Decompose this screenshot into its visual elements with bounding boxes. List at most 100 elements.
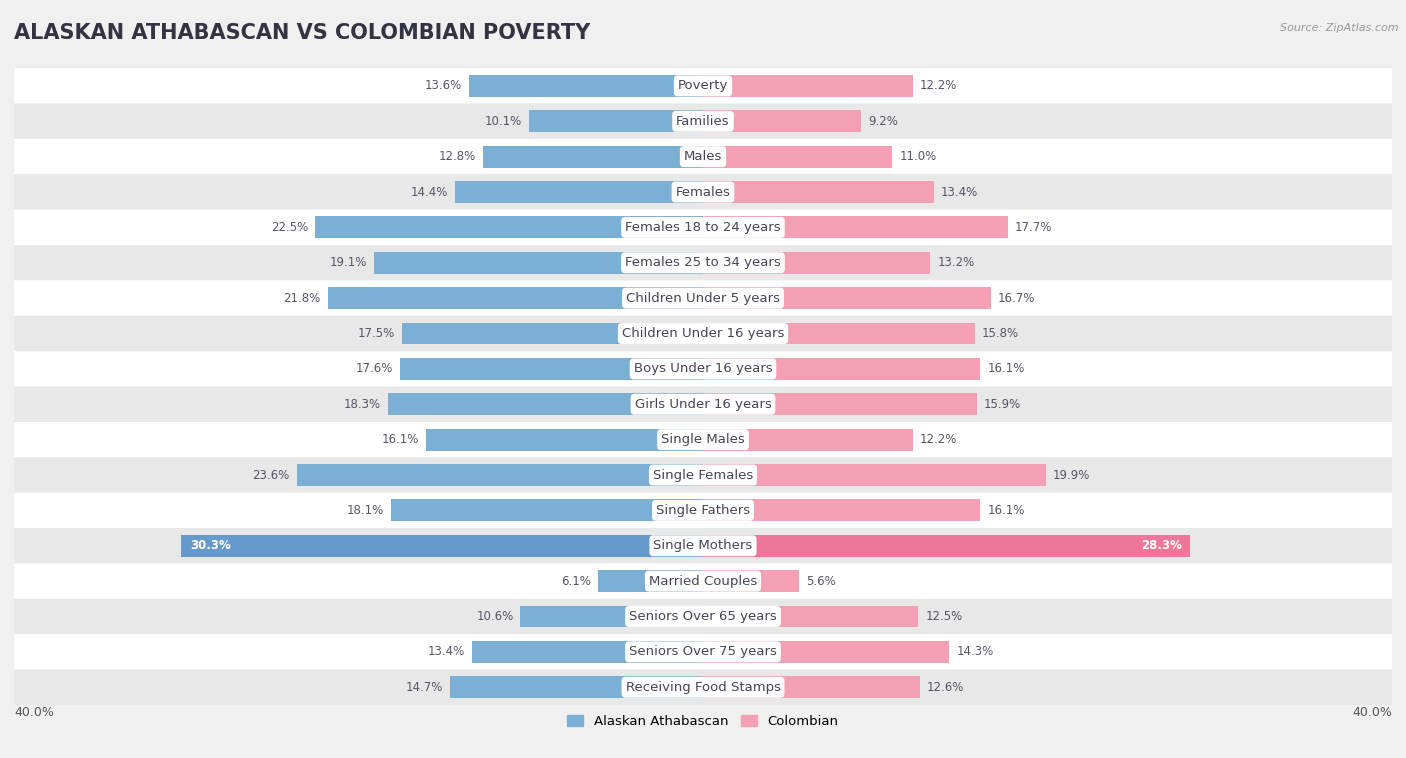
Bar bbox=[482, 146, 703, 168]
FancyBboxPatch shape bbox=[14, 528, 1392, 563]
Text: 12.6%: 12.6% bbox=[927, 681, 965, 694]
Bar bbox=[399, 358, 703, 380]
Text: 40.0%: 40.0% bbox=[14, 706, 53, 719]
FancyBboxPatch shape bbox=[14, 174, 1392, 210]
Text: 10.6%: 10.6% bbox=[477, 610, 513, 623]
FancyBboxPatch shape bbox=[14, 599, 1392, 634]
Text: 30.3%: 30.3% bbox=[190, 539, 231, 553]
Bar bbox=[703, 606, 918, 628]
Text: Married Couples: Married Couples bbox=[650, 575, 756, 587]
Text: 16.1%: 16.1% bbox=[381, 433, 419, 446]
FancyBboxPatch shape bbox=[14, 563, 1392, 599]
Text: 15.9%: 15.9% bbox=[984, 398, 1021, 411]
Text: Single Females: Single Females bbox=[652, 468, 754, 481]
Text: 9.2%: 9.2% bbox=[869, 114, 898, 128]
Text: Families: Families bbox=[676, 114, 730, 128]
Text: 21.8%: 21.8% bbox=[284, 292, 321, 305]
Bar bbox=[703, 252, 931, 274]
FancyBboxPatch shape bbox=[14, 422, 1392, 457]
Text: 13.6%: 13.6% bbox=[425, 80, 461, 92]
Text: Single Mothers: Single Mothers bbox=[654, 539, 752, 553]
Text: ALASKAN ATHABASCAN VS COLOMBIAN POVERTY: ALASKAN ATHABASCAN VS COLOMBIAN POVERTY bbox=[14, 23, 591, 42]
Text: Females 18 to 24 years: Females 18 to 24 years bbox=[626, 221, 780, 234]
Text: 23.6%: 23.6% bbox=[253, 468, 290, 481]
Text: 14.3%: 14.3% bbox=[956, 645, 994, 659]
Bar bbox=[520, 606, 703, 628]
Bar bbox=[703, 393, 977, 415]
Bar bbox=[472, 641, 703, 662]
Bar bbox=[703, 146, 893, 168]
FancyBboxPatch shape bbox=[14, 457, 1392, 493]
Bar bbox=[703, 75, 912, 97]
Bar bbox=[402, 323, 703, 344]
FancyBboxPatch shape bbox=[14, 493, 1392, 528]
Text: Seniors Over 65 years: Seniors Over 65 years bbox=[628, 610, 778, 623]
Bar bbox=[703, 111, 862, 132]
Text: 28.3%: 28.3% bbox=[1140, 539, 1182, 553]
Text: 40.0%: 40.0% bbox=[1353, 706, 1392, 719]
FancyBboxPatch shape bbox=[14, 351, 1392, 387]
FancyBboxPatch shape bbox=[14, 139, 1392, 174]
Text: 16.1%: 16.1% bbox=[987, 362, 1025, 375]
Bar bbox=[598, 570, 703, 592]
Bar bbox=[703, 429, 912, 450]
Text: Children Under 16 years: Children Under 16 years bbox=[621, 327, 785, 340]
Text: 5.6%: 5.6% bbox=[807, 575, 837, 587]
Bar bbox=[297, 464, 703, 486]
Bar bbox=[703, 570, 800, 592]
Text: Males: Males bbox=[683, 150, 723, 163]
Text: Source: ZipAtlas.com: Source: ZipAtlas.com bbox=[1281, 23, 1399, 33]
FancyBboxPatch shape bbox=[14, 280, 1392, 316]
Text: Girls Under 16 years: Girls Under 16 years bbox=[634, 398, 772, 411]
Bar bbox=[703, 500, 980, 522]
Bar bbox=[388, 393, 703, 415]
Text: Children Under 5 years: Children Under 5 years bbox=[626, 292, 780, 305]
Bar bbox=[426, 429, 703, 450]
FancyBboxPatch shape bbox=[14, 316, 1392, 351]
Text: Females: Females bbox=[675, 186, 731, 199]
Text: Poverty: Poverty bbox=[678, 80, 728, 92]
Bar bbox=[703, 323, 976, 344]
Text: 16.7%: 16.7% bbox=[997, 292, 1035, 305]
Text: 11.0%: 11.0% bbox=[900, 150, 936, 163]
FancyBboxPatch shape bbox=[14, 210, 1392, 245]
Text: Boys Under 16 years: Boys Under 16 years bbox=[634, 362, 772, 375]
Bar bbox=[703, 287, 991, 309]
Text: 13.4%: 13.4% bbox=[941, 186, 979, 199]
Bar bbox=[456, 181, 703, 203]
Text: 17.5%: 17.5% bbox=[357, 327, 395, 340]
Text: 17.6%: 17.6% bbox=[356, 362, 392, 375]
Bar bbox=[703, 181, 934, 203]
Bar bbox=[703, 535, 1191, 556]
Bar bbox=[315, 217, 703, 238]
Bar bbox=[181, 535, 703, 556]
Text: Single Fathers: Single Fathers bbox=[657, 504, 749, 517]
FancyBboxPatch shape bbox=[14, 387, 1392, 422]
Text: 16.1%: 16.1% bbox=[987, 504, 1025, 517]
Text: 15.8%: 15.8% bbox=[981, 327, 1019, 340]
Text: 12.2%: 12.2% bbox=[920, 80, 957, 92]
Text: 6.1%: 6.1% bbox=[561, 575, 591, 587]
Text: 14.7%: 14.7% bbox=[405, 681, 443, 694]
Text: 13.2%: 13.2% bbox=[938, 256, 974, 269]
FancyBboxPatch shape bbox=[14, 104, 1392, 139]
Text: 12.5%: 12.5% bbox=[925, 610, 963, 623]
FancyBboxPatch shape bbox=[14, 669, 1392, 705]
Bar bbox=[703, 464, 1046, 486]
FancyBboxPatch shape bbox=[14, 68, 1392, 104]
Bar bbox=[450, 676, 703, 698]
Text: 18.3%: 18.3% bbox=[344, 398, 381, 411]
FancyBboxPatch shape bbox=[14, 634, 1392, 669]
Text: 18.1%: 18.1% bbox=[347, 504, 384, 517]
Text: Seniors Over 75 years: Seniors Over 75 years bbox=[628, 645, 778, 659]
Text: 14.4%: 14.4% bbox=[411, 186, 449, 199]
Text: 17.7%: 17.7% bbox=[1015, 221, 1052, 234]
Bar bbox=[703, 217, 1008, 238]
Bar bbox=[468, 75, 703, 97]
Text: 19.1%: 19.1% bbox=[330, 256, 367, 269]
Bar bbox=[529, 111, 703, 132]
FancyBboxPatch shape bbox=[14, 245, 1392, 280]
Legend: Alaskan Athabascan, Colombian: Alaskan Athabascan, Colombian bbox=[562, 709, 844, 733]
Bar bbox=[374, 252, 703, 274]
Bar bbox=[391, 500, 703, 522]
